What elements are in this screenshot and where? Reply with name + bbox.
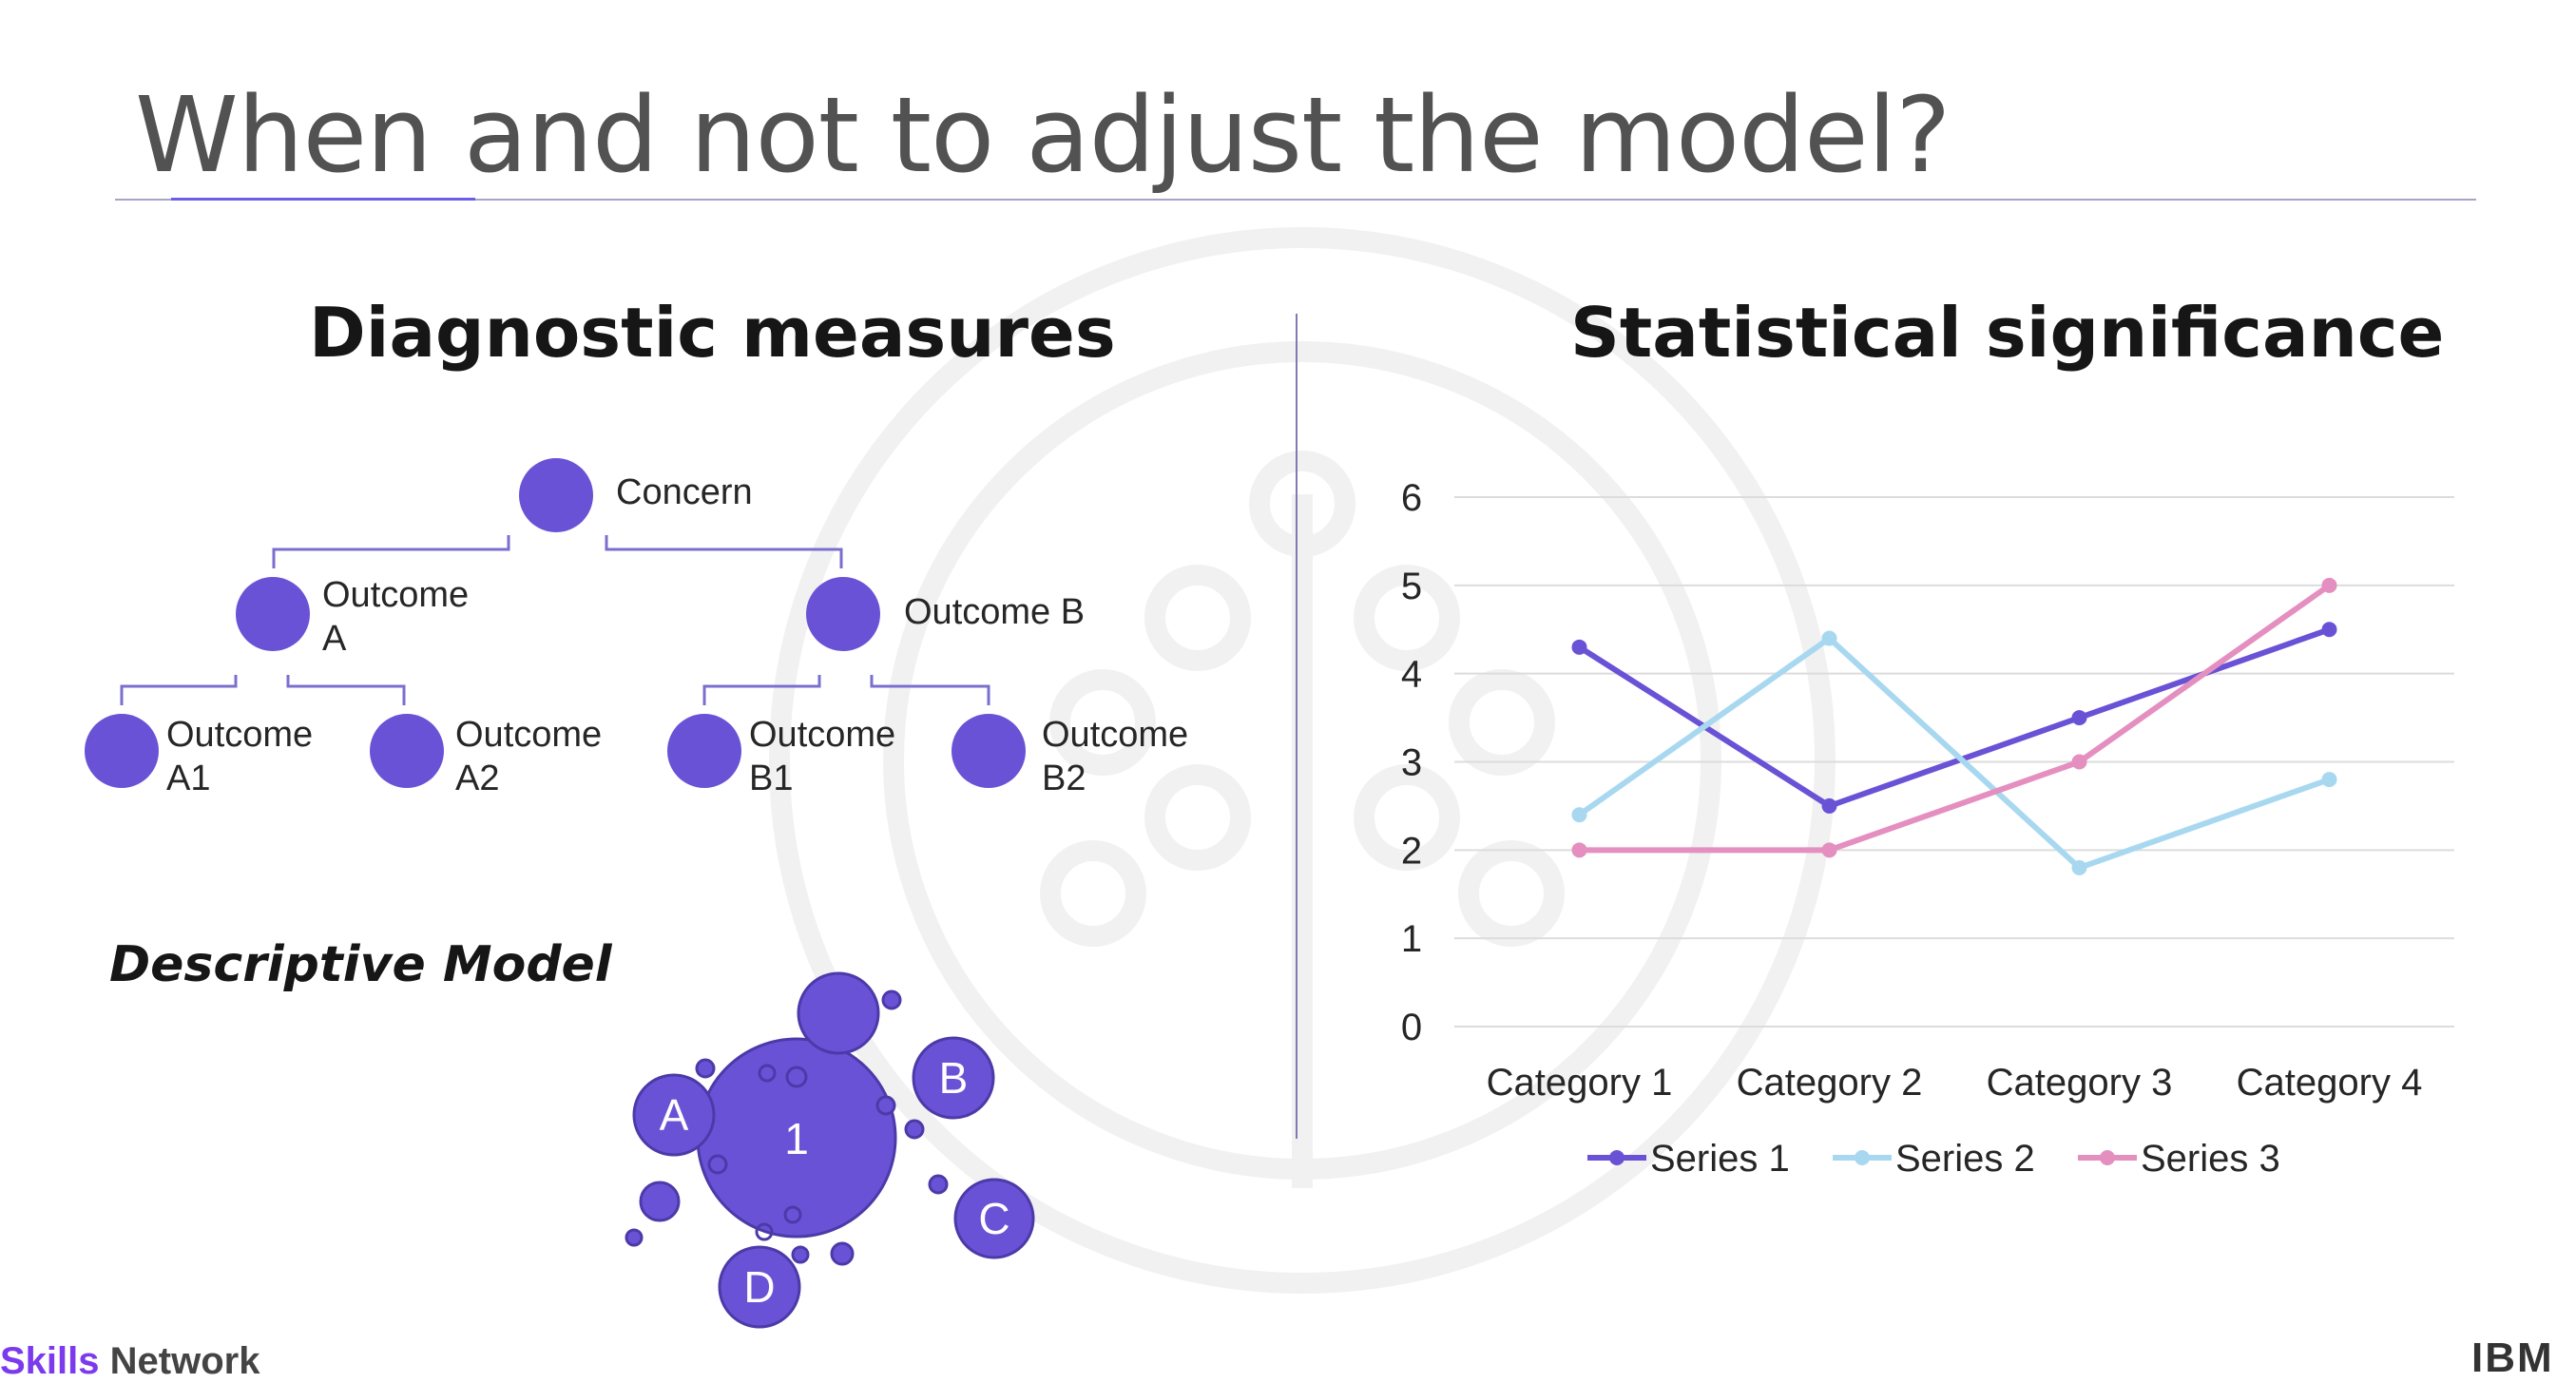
y-tick-label: 5 xyxy=(1401,566,1422,607)
node-outcome-b1 xyxy=(667,714,741,788)
x-tick-label: Category 4 xyxy=(2237,1062,2423,1104)
bubble-d-label: D xyxy=(743,1262,775,1312)
series-3-point xyxy=(1571,842,1587,858)
node-outcome-a1 xyxy=(85,714,159,788)
chart-y-ticks: 0 1 2 3 4 5 6 xyxy=(1401,477,1422,1048)
node-outcome-a xyxy=(236,577,310,651)
series-1-point xyxy=(2321,622,2337,638)
diagnostic-measures-heading: Diagnostic measures xyxy=(309,293,1116,373)
bubble-c-label: C xyxy=(978,1194,1009,1243)
footer-brand-network: Network xyxy=(99,1340,260,1382)
legend-label: Series 3 xyxy=(2141,1138,2280,1180)
legend-marker xyxy=(2100,1150,2115,1165)
title-rule-accent xyxy=(171,198,475,201)
ibm-logo: IBM xyxy=(2471,1335,2554,1381)
node-concern xyxy=(519,458,593,532)
y-tick-label: 1 xyxy=(1401,918,1422,960)
chart-x-ticks: Category 1 Category 2 Category 3 Category 4 xyxy=(1487,1062,2423,1104)
y-tick-label: 3 xyxy=(1401,742,1422,784)
node-outcome-b2 xyxy=(952,714,1026,788)
bubble-center-label: 1 xyxy=(784,1114,809,1163)
x-tick-label: Category 1 xyxy=(1487,1062,1673,1104)
node-outcome-a2 xyxy=(370,714,444,788)
series-3-point xyxy=(2071,754,2087,770)
legend-marker xyxy=(1855,1150,1870,1165)
legend-marker xyxy=(1609,1150,1624,1165)
legend-label: Series 2 xyxy=(1895,1138,2035,1180)
series-1-point xyxy=(2071,710,2087,726)
bubble-b xyxy=(912,1036,995,1120)
label-outcome-a2: Outcome A2 xyxy=(455,715,603,798)
label-outcome-a1: Outcome A1 xyxy=(166,715,314,798)
statistical-significance-heading: Statistical significance xyxy=(1570,293,2445,373)
bubble-a xyxy=(632,1073,716,1157)
series-1-point xyxy=(1571,639,1587,655)
bubble-b-label: B xyxy=(939,1053,969,1103)
label-concern: Concern xyxy=(616,472,753,512)
panel-divider xyxy=(1296,314,1298,1139)
series-3-point xyxy=(1821,842,1837,858)
bubble-a-label: A xyxy=(660,1090,689,1140)
node-outcome-b xyxy=(806,577,880,651)
x-tick-label: Category 2 xyxy=(1737,1062,1923,1104)
x-tick-label: Category 3 xyxy=(1987,1062,2173,1104)
chart-legend: Series 1 Series 2 Series 3 xyxy=(1587,1138,2280,1180)
bubble-top xyxy=(797,971,880,1055)
chart-series xyxy=(1571,577,2337,875)
legend-label: Series 1 xyxy=(1650,1138,1790,1180)
series-line-1 xyxy=(1577,626,2331,809)
series-2-point xyxy=(1571,807,1587,823)
series-2-point xyxy=(2321,772,2337,788)
label-outcome-b: Outcome B xyxy=(904,592,1086,632)
descriptive-model-label: Descriptive Model xyxy=(109,936,612,993)
series-line-3 xyxy=(1579,583,2332,854)
series-2-point xyxy=(2071,859,2087,875)
y-tick-label: 0 xyxy=(1401,1007,1422,1048)
footer-brand-skills: Skills xyxy=(0,1340,100,1382)
label-outcome-a: Outcome A xyxy=(322,575,470,659)
label-outcome-b1: Outcome B1 xyxy=(749,715,896,798)
label-outcome-b2: Outcome B2 xyxy=(1042,715,1189,798)
series-3-point xyxy=(2321,577,2337,593)
slide-title: When and not to adjust the model? xyxy=(135,74,1951,196)
footer-brand: Skills Network xyxy=(0,1340,260,1383)
series-line-2 xyxy=(1577,635,2331,871)
series-2-point xyxy=(1821,630,1837,646)
bubble-c xyxy=(953,1178,1035,1259)
y-tick-label: 6 xyxy=(1401,477,1422,519)
y-tick-label: 2 xyxy=(1401,830,1422,872)
bubble-d xyxy=(718,1245,801,1329)
title-rule xyxy=(115,199,2476,201)
y-tick-label: 4 xyxy=(1401,654,1422,696)
series-1-point xyxy=(1821,797,1837,814)
